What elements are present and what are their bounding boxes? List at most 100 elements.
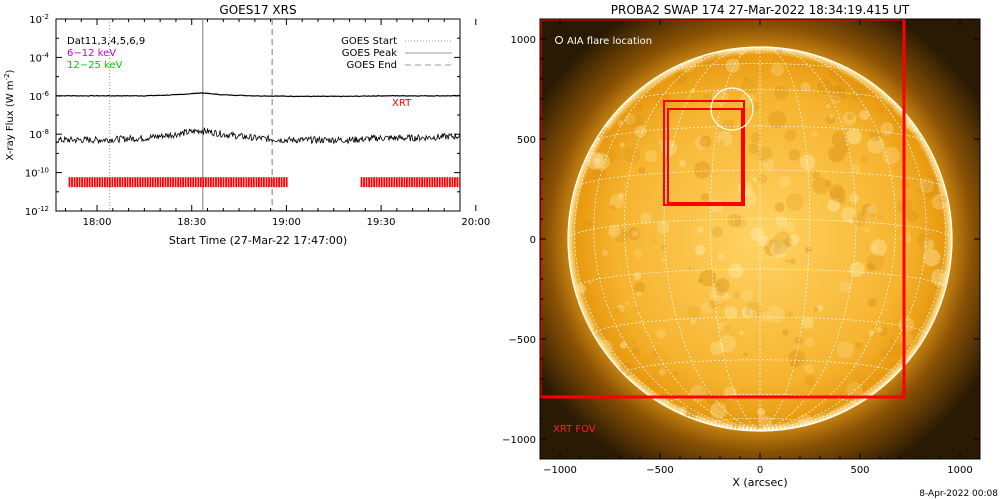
goes-xrs-panel: GOES17 XRS 10-2 10-4 10-6 10-8 10-10 10-12 18… xyxy=(3,3,490,247)
xrt-coverage-bar xyxy=(169,177,172,188)
surface-mottle xyxy=(609,194,624,209)
x-tick-label: 500 xyxy=(850,465,869,476)
surface-mottle xyxy=(782,329,789,336)
xrt-coverage-bar xyxy=(268,177,270,188)
surface-mottle xyxy=(828,146,845,163)
surface-mottle xyxy=(725,58,740,73)
surface-mottle xyxy=(741,306,753,319)
aia-legend-label: AIA flare location xyxy=(567,36,652,47)
x-tick-label: −1000 xyxy=(543,465,577,476)
surface-mottle xyxy=(638,166,646,175)
surface-mottle xyxy=(826,402,835,411)
xrt-coverage-bar xyxy=(126,177,129,188)
xrt-coverage-bar xyxy=(451,177,454,188)
surface-mottle xyxy=(887,342,902,357)
surface-mottle xyxy=(715,278,730,293)
xrt-coverage-bar xyxy=(73,177,76,188)
xrt-coverage-bar xyxy=(162,177,164,188)
surface-mottle xyxy=(784,221,795,232)
xrt-coverage-bar xyxy=(106,177,109,188)
surface-mottle xyxy=(870,239,888,257)
x-tick-label: 19:00 xyxy=(272,217,301,228)
surface-mottle xyxy=(708,299,718,309)
grid-line xyxy=(574,169,946,189)
y-tick-label: 0 xyxy=(530,235,536,246)
surface-mottle xyxy=(869,330,875,336)
right-legend-entry: GOES End xyxy=(347,60,397,71)
swap-image-title: PROBA2 SWAP 174 27-Mar-2022 18:34:19.415… xyxy=(611,3,910,17)
surface-mottle xyxy=(659,140,664,146)
surface-mottle xyxy=(672,370,679,377)
xrt-coverage-bar xyxy=(217,177,220,188)
grid-line xyxy=(714,49,806,53)
surface-mottle xyxy=(684,405,697,418)
surface-mottle xyxy=(923,249,941,267)
aia-flare-circle xyxy=(710,87,754,131)
xrt-coverage-bar xyxy=(446,177,449,188)
xrt-coverage-bar xyxy=(385,177,388,188)
xrt-coverage-bar xyxy=(388,177,391,188)
xrt-coverage-bar xyxy=(395,177,398,188)
surface-mottle xyxy=(764,239,782,257)
xrt-coverage-bar xyxy=(443,177,446,188)
surface-mottle xyxy=(632,347,640,355)
surface-mottle xyxy=(628,114,644,129)
surface-mottle xyxy=(655,91,672,108)
xrt-label: XRT xyxy=(392,98,412,109)
surface-mottle xyxy=(724,293,731,300)
surface-mottle xyxy=(910,336,920,346)
xrt-fov-label: XRT FOV xyxy=(553,424,596,435)
xrt-coverage-bar xyxy=(76,177,78,188)
xrt-coverage-bar xyxy=(104,177,106,188)
surface-mottle xyxy=(848,218,854,225)
surface-mottle xyxy=(582,220,591,229)
xrt-coverage-bar xyxy=(459,177,460,188)
grid-line xyxy=(574,62,761,431)
surface-mottle xyxy=(739,330,744,336)
surface-mottle xyxy=(636,291,642,297)
surface-mottle xyxy=(661,257,667,263)
surface-mottle xyxy=(842,145,850,153)
grid-line xyxy=(623,47,761,431)
surface-mottle xyxy=(623,146,641,164)
surface-mottle xyxy=(586,220,594,227)
solar-surface-texture xyxy=(576,47,952,431)
xrt-coverage-bar xyxy=(212,177,215,188)
surface-mottle xyxy=(906,210,919,223)
xrt-coverage-bar xyxy=(134,177,137,188)
surface-mottle xyxy=(923,183,939,198)
surface-mottle xyxy=(775,215,788,228)
surface-mottle xyxy=(842,111,857,126)
surface-mottle xyxy=(652,350,661,358)
surface-mottle xyxy=(743,76,749,82)
surface-mottle xyxy=(766,305,785,323)
x-tick-label: 0 xyxy=(757,465,763,476)
surface-mottle xyxy=(750,132,762,144)
surface-mottle xyxy=(882,146,900,165)
grid-line xyxy=(625,89,895,103)
xrt-coverage-bar xyxy=(111,177,114,188)
surface-mottle xyxy=(831,131,848,148)
surface-mottle xyxy=(717,282,722,288)
surface-mottle xyxy=(872,244,878,251)
surface-mottle xyxy=(694,137,708,150)
surface-mottle xyxy=(812,177,830,195)
surface-mottle xyxy=(627,227,641,241)
surface-mottle xyxy=(757,415,773,430)
xrt-coverage-bar xyxy=(151,177,154,188)
xrt-coverage-bar xyxy=(141,177,144,188)
surface-mottle xyxy=(773,240,788,255)
left-legend-entry: Dat11,3,4,5,6,9 xyxy=(67,36,145,47)
surface-mottle xyxy=(717,322,728,332)
surface-mottle xyxy=(634,125,647,138)
xrt-coverage-bar xyxy=(230,177,232,188)
surface-mottle xyxy=(740,78,757,95)
xrt-coverage-bar xyxy=(83,177,86,188)
surface-mottle xyxy=(699,135,712,148)
surface-mottle xyxy=(752,177,758,182)
xrt-coverage-bar xyxy=(202,177,205,188)
xrt-coverage-bar xyxy=(406,177,408,188)
surface-mottle xyxy=(784,258,790,264)
xrt-coverage-bar xyxy=(375,177,378,188)
surface-mottle xyxy=(649,88,656,95)
